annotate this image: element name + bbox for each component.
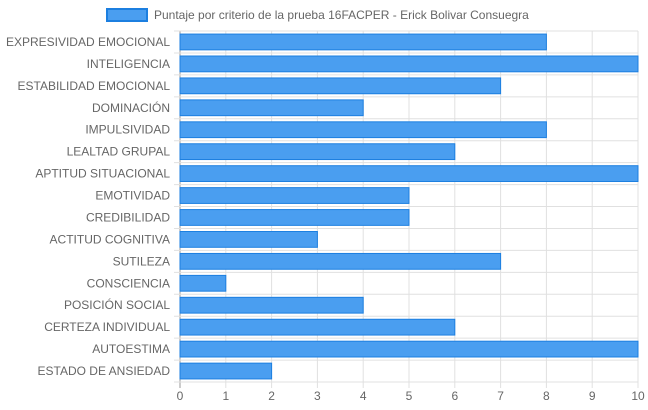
bar[interactable] xyxy=(179,33,547,51)
bar[interactable] xyxy=(179,77,502,95)
x-tick-label: 6 xyxy=(451,389,458,403)
category-label: ACTITUD COGNITIVA xyxy=(50,232,170,246)
bar[interactable] xyxy=(179,209,410,226)
bar[interactable] xyxy=(179,318,456,336)
bar[interactable] xyxy=(179,252,502,270)
x-tick-label: 1 xyxy=(222,389,229,403)
legend-label: Puntaje por criterio de la prueba 16FACP… xyxy=(154,8,529,22)
legend[interactable]: Puntaje por criterio de la prueba 16FACP… xyxy=(106,8,529,22)
bar[interactable] xyxy=(179,143,456,161)
category-label: CREDIBILIDAD xyxy=(86,210,170,224)
category-label: EXPRESIVIDAD EMOCIONAL xyxy=(6,35,170,49)
category-label: INTELIGENCIA xyxy=(87,57,170,71)
x-tick-label: 0 xyxy=(177,389,184,403)
category-label: AUTOESTIMA xyxy=(92,342,170,356)
x-tick-label: 4 xyxy=(360,389,367,403)
x-tick-label: 10 xyxy=(631,389,645,403)
bar[interactable] xyxy=(179,99,364,117)
bar[interactable] xyxy=(179,55,639,73)
category-label: IMPULSIVIDAD xyxy=(85,123,170,137)
category-label: CONSCIENCIA xyxy=(87,276,170,290)
category-label: DOMINACIÓN xyxy=(92,100,170,115)
x-axis-ticks: 0 1 2 3 4 5 6 7 8 9 10 xyxy=(177,389,645,403)
x-tick-label: 7 xyxy=(497,389,504,403)
bar[interactable] xyxy=(179,231,318,248)
legend-swatch xyxy=(106,8,148,22)
bar[interactable] xyxy=(179,165,639,182)
x-tick-label: 8 xyxy=(543,389,550,403)
category-label: ESTADO DE ANSIEDAD xyxy=(38,364,171,378)
x-tick-label: 9 xyxy=(589,389,596,403)
category-label: EMOTIVIDAD xyxy=(95,189,170,203)
bar[interactable] xyxy=(179,340,639,358)
category-label: ESTABILIDAD EMOCIONAL xyxy=(18,79,171,93)
bar[interactable] xyxy=(179,296,364,314)
bar[interactable] xyxy=(179,121,547,139)
category-label: SUTILEZA xyxy=(113,254,170,268)
bars xyxy=(179,33,639,380)
bar[interactable] xyxy=(179,362,273,380)
bar[interactable] xyxy=(179,274,227,292)
bar[interactable] xyxy=(179,187,410,204)
x-tick-label: 5 xyxy=(406,389,413,403)
category-label: POSICIÓN SOCIAL xyxy=(64,297,170,312)
category-labels: EXPRESIVIDAD EMOCIONAL INTELIGENCIA ESTABI… xyxy=(6,35,170,378)
category-label: LEALTAD GRUPAL xyxy=(67,145,171,159)
category-label: APTITUD SITUACIONAL xyxy=(35,167,170,181)
x-tick-label: 2 xyxy=(268,389,275,403)
x-tick-label: 3 xyxy=(314,389,321,403)
category-label: CERTEZA INDIVIDUAL xyxy=(44,320,170,334)
